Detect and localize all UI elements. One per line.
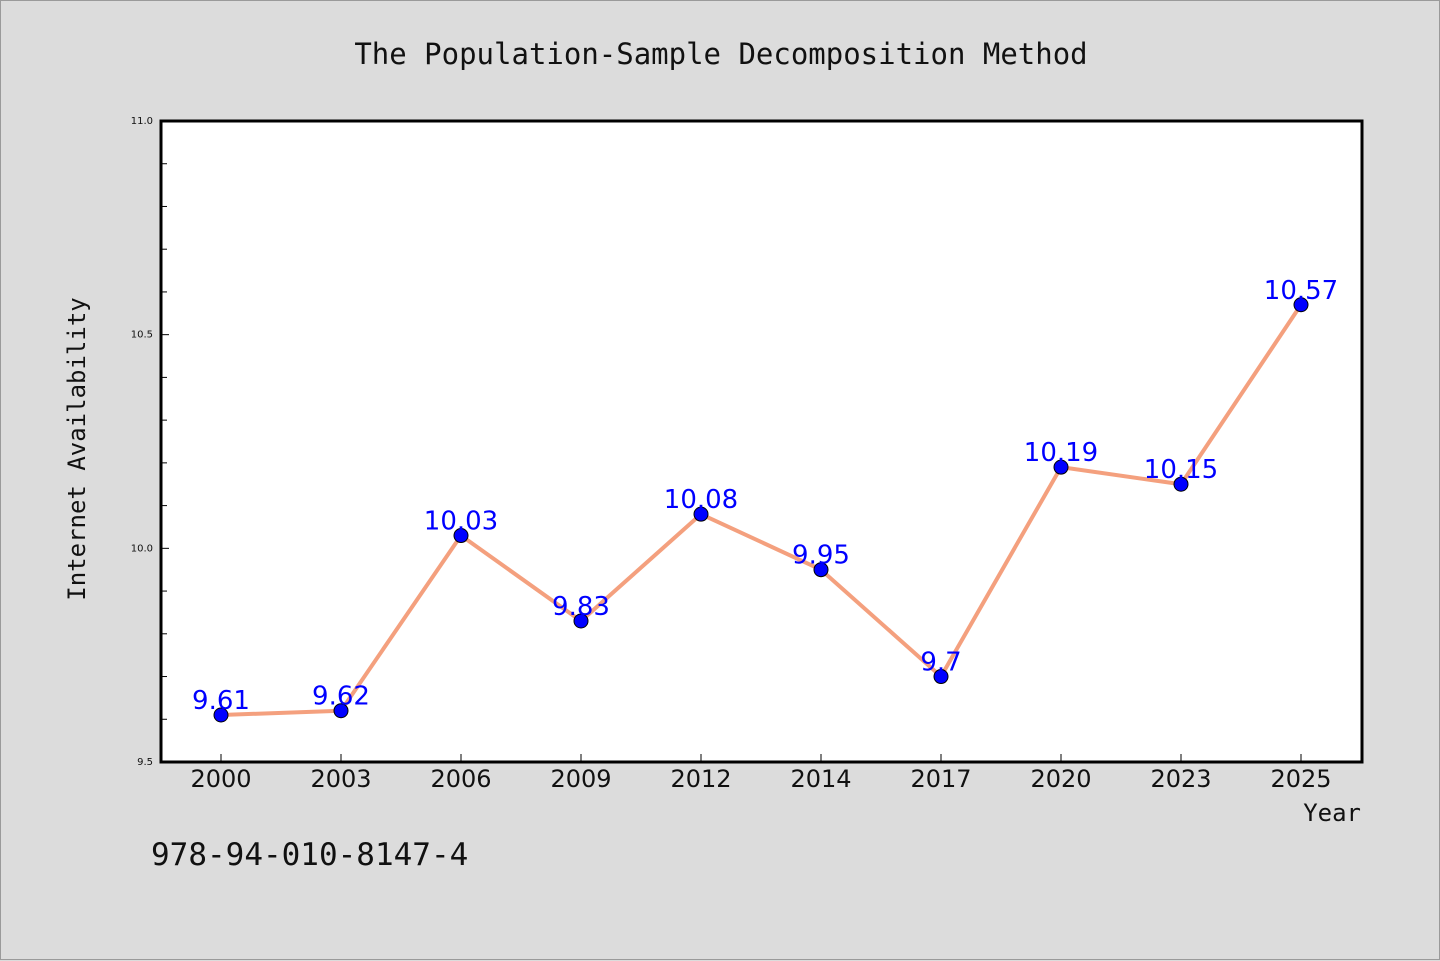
x-tick-label: 2017 [910, 765, 971, 793]
x-tick-label: 2012 [670, 765, 731, 793]
data-point [933, 669, 949, 685]
y-tick-label: 9.5 [137, 757, 153, 768]
series-line [220, 303, 1303, 717]
data-labels: 9.61 9.62 10.03 9.83 10.08 9.95 9.7 10.19 10.15 1… [192, 276, 1338, 716]
x-tick-label: 2020 [1030, 765, 1091, 793]
data-label: 10.57 [1264, 276, 1338, 306]
data-label: 9.7 [920, 648, 961, 678]
data-label: 10.03 [424, 507, 498, 537]
x-axis: 2000 2003 2006 2009 2012 2014 2017 2020 2023 2025 [190, 754, 1332, 793]
data-label: 9.62 [312, 682, 370, 712]
data-point [1293, 297, 1309, 313]
x-tick-label: 2006 [430, 765, 491, 793]
x-tick-label: 2000 [190, 765, 251, 793]
isbn-text: 978-94-010-8147-4 [151, 837, 468, 873]
plot-area [159, 119, 1364, 764]
data-point [693, 506, 709, 522]
x-axis-label: Year [1303, 799, 1361, 827]
data-point [1053, 459, 1069, 475]
x-tick-label: 2009 [550, 765, 611, 793]
data-label: 10.15 [1144, 455, 1218, 485]
y-axis-label: Internet Availability [63, 297, 91, 600]
data-point [573, 613, 589, 629]
y-tick-label: 10.5 [131, 330, 153, 341]
data-point [813, 562, 829, 578]
data-point [453, 528, 469, 544]
data-label: 9.61 [192, 686, 250, 716]
x-tick-label: 2023 [1150, 765, 1211, 793]
x-tick-label: 2025 [1270, 765, 1331, 793]
x-tick-label: 2003 [310, 765, 371, 793]
data-point [333, 703, 349, 719]
data-label: 10.08 [664, 485, 738, 515]
data-label: 10.19 [1024, 438, 1098, 468]
chart-title: The Population-Sample Decomposition Meth… [354, 37, 1087, 71]
series-group [213, 297, 1309, 723]
data-point [213, 707, 229, 723]
y-tick-label: 11.0 [131, 116, 153, 127]
y-tick-label: 10.0 [131, 543, 153, 554]
data-point [1173, 476, 1189, 492]
x-tick-label: 2014 [790, 765, 851, 793]
y-axis: 9.5 10.0 10.5 11.0 [131, 116, 169, 768]
data-label: 9.95 [792, 541, 850, 571]
data-label: 9.83 [552, 592, 610, 622]
